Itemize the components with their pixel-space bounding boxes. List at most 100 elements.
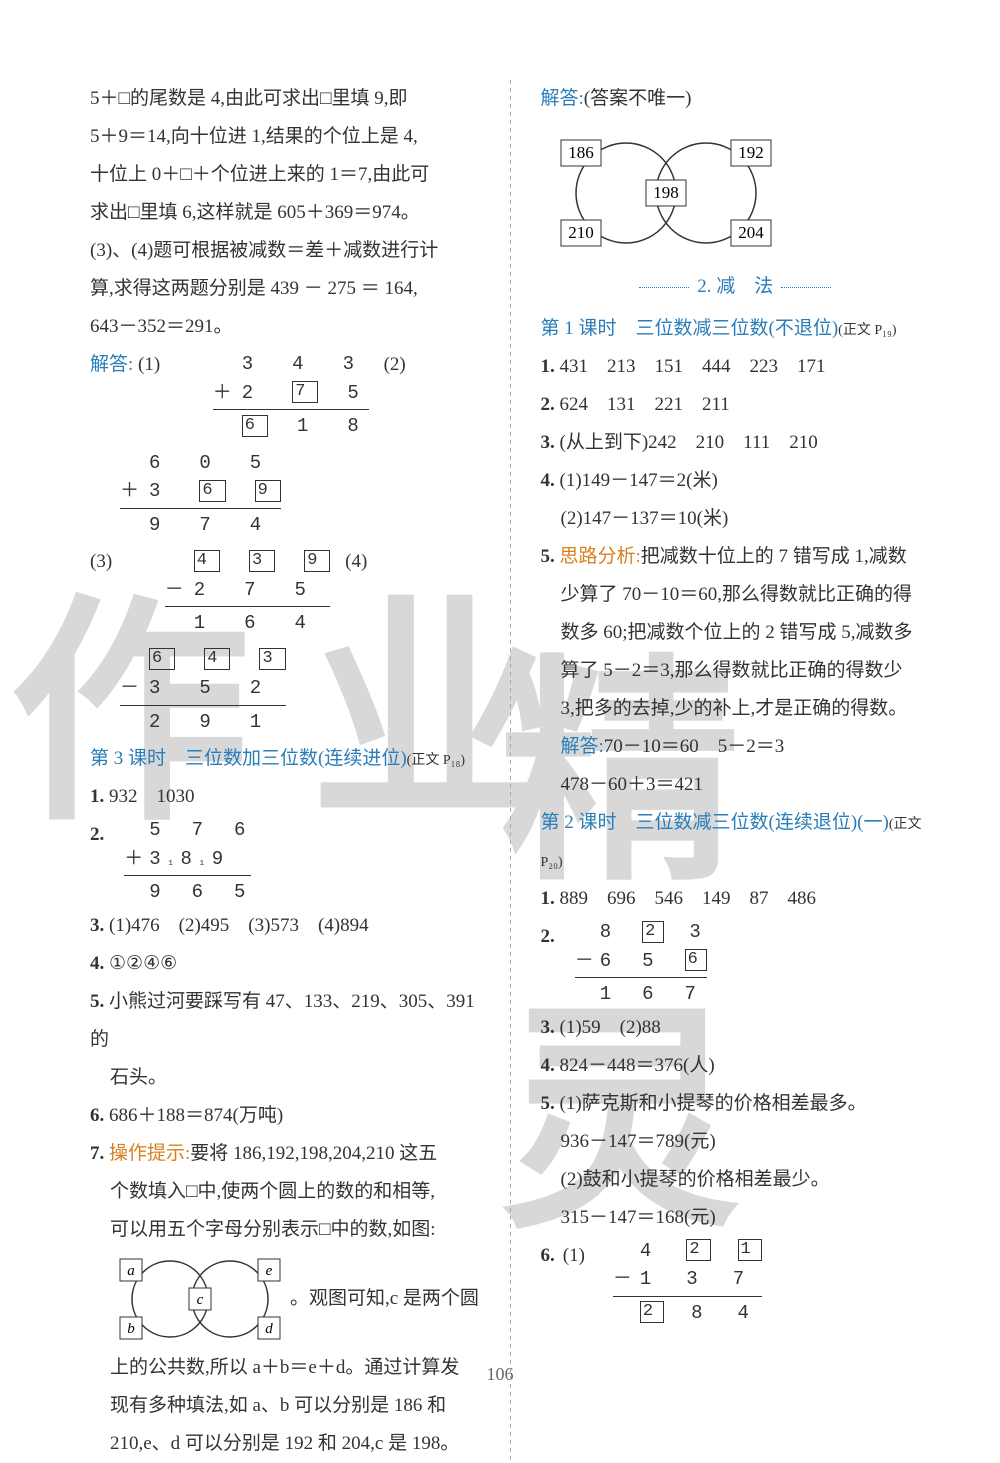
item-text: 要将 186,192,198,204,210 这五 (190, 1143, 437, 1164)
para-line: 算,求得这两题分别是 439 － 275 ＝ 164, (90, 270, 480, 308)
answer-note: (答案不唯一) (584, 88, 692, 109)
item-text: 932 1030 (109, 786, 195, 807)
arith-4: 6 4 3 －3 5 2 2 9 1 (100, 646, 286, 737)
column-divider (510, 80, 511, 1463)
item: 5. (1)萨克斯和小提琴的价格相差最多。 (541, 1085, 931, 1123)
para-line: 5＋□的尾数是 4,由此可求出□里填 9,即 (90, 80, 480, 118)
lesson-heading: 第 1 课时 三位数减三位数(不退位)(正文 P₁₉) (541, 310, 931, 348)
arith-1: 3 4 3 ＋2 7 5 6 1 8 (193, 350, 369, 441)
item-cont: 936－147＝789(元) (541, 1123, 931, 1161)
arith-3: 4 3 9 －2 7 5 1 6 4 (145, 547, 331, 638)
lesson-heading: 第 2 课时 三位数减三位数(连续退位)(一)(正文 P₂₀) (541, 804, 931, 880)
answer-label: 解答: (561, 736, 604, 757)
item-cont: 数多 60;把减数个位上的 2 错写成 5,减数多 (541, 614, 931, 652)
answer-block-2: (3) 4 3 9 －2 7 5 1 6 4 (4) 6 4 3 －3 5 2 … (90, 543, 480, 740)
item-cont: 3,把多的去掉,少的补上,才是正确的得数。 (541, 690, 931, 728)
svg-text:d: d (265, 1321, 273, 1337)
arith-s6: 4 2 1 －1 3 7 2 8 4 (593, 1237, 762, 1328)
item-text: 624 131 221 211 (560, 394, 730, 415)
item-text: (1)萨克斯和小提琴的价格相差最多。 (560, 1093, 867, 1114)
item-cont: 210,e、d 可以分别是 192 和 204,c 是 198。 (90, 1425, 480, 1463)
lesson-ref: (正文 P₁₈) (407, 753, 465, 768)
diag-c: 198 (653, 183, 679, 202)
answer-label: 解答: (541, 88, 584, 109)
item-text: 。观图可知,c 是两个圆 (290, 1280, 479, 1318)
lesson-ref: (正文 P₁₉) (838, 323, 896, 338)
item: 3. (从上到下)242 210 111 210 (541, 424, 931, 462)
section-heading: 2. 减 法 (541, 268, 931, 306)
svg-text:e: e (266, 1263, 273, 1279)
item-cont: 315－147＝168(元) (541, 1199, 931, 1237)
item: 1. 932 1030 (90, 778, 480, 816)
arith-s2: 8 2 3 －6 5 6 1 6 7 (555, 918, 707, 1009)
right-column: 解答:(答案不唯一) 186 210 198 192 204 2. 减 法 第 … (541, 80, 931, 1463)
item-cont: (2)147－137＝10(米) (541, 500, 931, 538)
item: 1. 431 213 151 444 223 171 (541, 348, 931, 386)
item-text: 70－10＝60 5－2＝3 (604, 736, 785, 757)
item: 3. (1)59 (2)88 (541, 1009, 931, 1047)
para-line: (3)、(4)题可根据被减数＝差＋减数进行计 (90, 232, 480, 270)
lesson-title: 第 3 课时 三位数加三位数(连续进位) (90, 748, 407, 769)
svg-text:c: c (197, 1292, 204, 1308)
para-line: 643－352＝291。 (90, 308, 480, 346)
item-text: 889 696 546 149 87 486 (560, 888, 817, 909)
answer-heading: 解答:(答案不唯一) (541, 80, 931, 118)
item: 2. 5 7 6 ＋3₁8₁9 9 6 5 (90, 816, 480, 907)
item-text: (从上到下)242 210 111 210 (560, 432, 818, 453)
item-cont: 少算了 70－10＝60,那么得数就比正确的得 (541, 576, 931, 614)
two-column-layout: 5＋□的尾数是 4,由此可求出□里填 9,即 5＋9＝14,向十位进 1,结果的… (90, 80, 930, 1463)
sub-label: (1) (563, 1237, 585, 1328)
diagram-row: a b c e d 。观图可知,c 是两个圆 (90, 1249, 480, 1349)
item-text: (1)59 (2)88 (560, 1017, 661, 1038)
item: 4. ①②④⑥ (90, 945, 480, 983)
item: 4. (1)149－147＝2(米) (541, 462, 931, 500)
item-text: (1)476 (2)495 (3)573 (4)894 (109, 915, 369, 936)
item-cont: 石头。 (90, 1059, 480, 1097)
answer-block: 解答: (1) 3 4 3 ＋2 7 5 6 1 8 (2) 6 0 5 ＋3 … (90, 346, 480, 543)
para-line: 十位上 0＋□＋个位进上来的 1＝7,由此可 (90, 156, 480, 194)
para-line: 5＋9＝14,向十位进 1,结果的个位上是 4, (90, 118, 480, 156)
item-text: 431 213 151 444 223 171 (560, 356, 826, 377)
lesson-title: 第 2 课时 三位数减三位数(连续退位)(一) (541, 812, 889, 833)
item-text: 把减数十位上的 7 错写成 1,减数 (641, 546, 907, 567)
svg-text:b: b (127, 1321, 135, 1337)
hint-label: 操作提示: (109, 1143, 190, 1164)
item-cont: 478－60＋3＝421 (541, 766, 931, 804)
lesson-title: 第 1 课时 三位数减三位数(不退位) (541, 318, 839, 339)
item-cont: 现有多种填法,如 a、b 可以分别是 186 和 (90, 1387, 480, 1425)
item-cont: 可以用五个字母分别表示□中的数,如图: (90, 1211, 480, 1249)
sub-label: (4) (345, 543, 385, 581)
hint-label: 思路分析: (560, 546, 641, 567)
left-column: 5＋□的尾数是 4,由此可求出□里填 9,即 5＋9＝14,向十位进 1,结果的… (90, 80, 480, 1463)
arith-2: 6 0 5 ＋3 6 9 9 7 4 (100, 449, 281, 540)
diag-bl: 210 (568, 223, 594, 242)
svg-text:a: a (127, 1263, 135, 1279)
answer-line: 解答:70－10＝60 5－2＝3 (541, 728, 931, 766)
item: 6. (1) 4 2 1 －1 3 7 2 8 4 (541, 1237, 931, 1328)
circles-diagram-abc: a b c e d (110, 1249, 290, 1349)
diag-tr: 192 (738, 143, 764, 162)
item: 2. 624 131 221 211 (541, 386, 931, 424)
item: 7. 操作提示:要将 186,192,198,204,210 这五 (90, 1135, 480, 1173)
diag-tl: 186 (568, 143, 594, 162)
lesson-heading: 第 3 课时 三位数加三位数(连续进位)(正文 P₁₈) (90, 740, 480, 778)
item-text: 824－448＝376(人) (560, 1055, 715, 1076)
arith-q2: 5 7 6 ＋3₁8₁9 9 6 5 (104, 816, 251, 907)
item-cont: 算了 5－2＝3,那么得数就比正确的得数少 (541, 652, 931, 690)
answer-label: 解答: (90, 354, 133, 375)
para-line: 求出□里填 6,这样就是 605＋369＝974。 (90, 194, 480, 232)
diag-br: 204 (738, 223, 764, 242)
item-text: 小熊过河要踩写有 47、133、219、305、391 的 (90, 991, 475, 1050)
item-text: (1)149－147＝2(米) (560, 470, 718, 491)
item-cont: 个数填入□中,使两个圆上的数的和相等, (90, 1173, 480, 1211)
item: 4. 824－448＝376(人) (541, 1047, 931, 1085)
item: 6. 686＋188＝874(万吨) (90, 1097, 480, 1135)
item: 3. (1)476 (2)495 (3)573 (4)894 (90, 907, 480, 945)
item-text: ①②④⑥ (109, 953, 177, 974)
item-cont: (2)鼓和小提琴的价格相差最少。 (541, 1161, 931, 1199)
item-text: 686＋188＝874(万吨) (109, 1105, 283, 1126)
item: 5. 思路分析:把减数十位上的 7 错写成 1,减数 (541, 538, 931, 576)
sub-label: (1) (138, 346, 178, 384)
item: 2. 8 2 3 －6 5 6 1 6 7 (541, 918, 931, 1009)
sub-label: (3) (90, 543, 130, 581)
